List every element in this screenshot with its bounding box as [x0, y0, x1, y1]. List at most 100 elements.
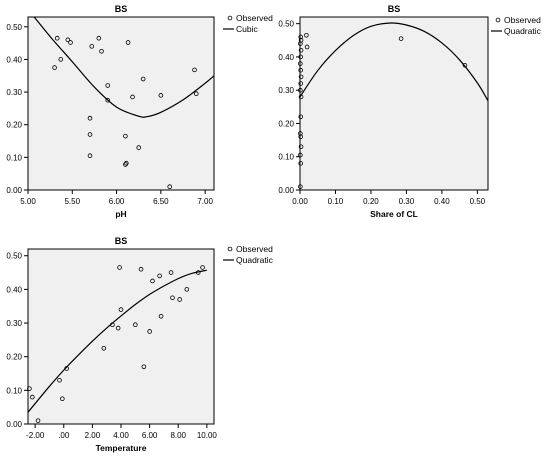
observed-point — [298, 74, 304, 80]
observed-point — [140, 76, 146, 82]
observed-point — [101, 345, 107, 351]
x-tick-label: 10.00 — [197, 431, 218, 440]
y-tick-label: 0.00 — [278, 186, 294, 195]
chart-title: BS — [388, 4, 401, 14]
y-tick-label: 0.50 — [6, 252, 22, 261]
x-tick-label: 8.00 — [170, 431, 186, 440]
y-tick-label: 0.10 — [278, 153, 294, 162]
x-tick-label: 6.00 — [109, 197, 125, 206]
observed-point — [57, 377, 62, 383]
observed-point — [54, 35, 60, 41]
observed-point — [167, 184, 173, 190]
observed-point — [87, 132, 93, 137]
observed-point — [96, 35, 102, 41]
observed-point — [158, 93, 164, 98]
y-tick-label: 0.30 — [6, 319, 22, 328]
legend-observed-label: Observed — [504, 15, 541, 25]
observed-point — [298, 87, 303, 93]
observed-point — [193, 91, 199, 97]
observed-point — [105, 83, 111, 88]
observed-point — [138, 266, 144, 272]
observed-point — [298, 144, 304, 150]
chart-1: BS 5.00 5.50 6.00 6.50 7.00 0.00 0.10 0.20 0.30 0.… — [6, 4, 273, 219]
observed-point — [87, 153, 93, 159]
observed-point — [200, 265, 205, 270]
fit-curve — [28, 269, 207, 413]
observed-point — [65, 37, 71, 43]
observed-point — [110, 322, 115, 328]
observed-point — [99, 48, 104, 54]
legend-fit-label: Quadratic — [236, 255, 274, 265]
y-tick-label: 0.00 — [6, 420, 22, 429]
observed-point — [89, 44, 95, 49]
y-tick-label: 0.20 — [278, 119, 294, 128]
chart-3: BS -2.00 .00 2.00 4.00 6.00 8.00 10.00 0.00 0.10 0… — [6, 236, 273, 453]
x-tick-label: 5.50 — [64, 197, 80, 206]
observed-point — [298, 61, 303, 66]
legend-observed-marker — [495, 17, 501, 23]
observed-point — [60, 396, 65, 402]
fit-curve — [33, 17, 214, 118]
observed-point — [105, 97, 111, 103]
observed-point — [130, 94, 135, 100]
observed-point — [125, 40, 131, 45]
observed-point — [136, 145, 142, 150]
observed-point — [58, 57, 64, 62]
observed-point — [117, 265, 122, 270]
observed-point — [298, 81, 304, 86]
fit-curve — [300, 22, 488, 102]
y-tick-label: 0.30 — [278, 86, 294, 95]
x-tick-label: 0.00 — [292, 197, 308, 206]
x-axis-label: pH — [115, 209, 126, 219]
legend-observed-label: Observed — [236, 13, 273, 23]
plot-area — [27, 248, 215, 425]
observed-point — [298, 34, 304, 40]
x-tick-label: 6.50 — [153, 197, 169, 206]
observed-point — [133, 322, 138, 328]
observed-point — [298, 94, 304, 100]
observed-point — [124, 160, 129, 166]
x-tick-label: 0.50 — [470, 197, 486, 206]
observed-point — [27, 386, 32, 391]
legend-fit-label: Cubic — [236, 24, 258, 34]
observed-point — [462, 62, 468, 68]
x-tick-label: .00 — [58, 431, 70, 440]
chart-2: BS 0.00 0.10 0.20 0.30 0.40 0.50 0.00 0.10 0.20 0.… — [278, 4, 541, 219]
observed-point — [298, 67, 304, 73]
y-tick-label: 0.00 — [6, 186, 22, 195]
observed-point — [184, 287, 190, 292]
chart-title: BS — [115, 4, 128, 14]
y-tick-label: 0.10 — [6, 386, 22, 395]
observed-point — [168, 270, 174, 275]
observed-point — [398, 36, 404, 41]
observed-point — [158, 314, 164, 319]
observed-point — [298, 134, 304, 140]
observed-point — [304, 44, 310, 50]
y-tick-label: 0.40 — [6, 55, 22, 64]
observed-point — [298, 161, 304, 166]
observed-point — [298, 54, 304, 60]
observed-point — [123, 133, 128, 139]
x-axis-label: Temperature — [96, 443, 147, 453]
observed-point — [147, 329, 152, 334]
observed-point — [29, 394, 35, 400]
x-tick-label: 0.40 — [434, 197, 450, 206]
plot-area — [299, 16, 489, 191]
x-tick-label: 5.00 — [20, 197, 36, 206]
observed-point — [115, 325, 121, 331]
legend-observed-label: Observed — [236, 244, 273, 254]
observed-point — [298, 184, 303, 189]
x-tick-label: -2.00 — [26, 431, 45, 440]
x-tick-label: 7.00 — [197, 197, 213, 206]
y-tick-label: 0.20 — [6, 121, 22, 130]
x-tick-label: 6.00 — [142, 431, 158, 440]
y-tick-label: 0.40 — [6, 285, 22, 294]
observed-point — [141, 364, 147, 370]
y-tick-label: 0.40 — [278, 53, 294, 62]
legend-observed-marker — [227, 246, 233, 252]
observed-point — [304, 32, 309, 38]
chart-title: BS — [115, 236, 128, 246]
